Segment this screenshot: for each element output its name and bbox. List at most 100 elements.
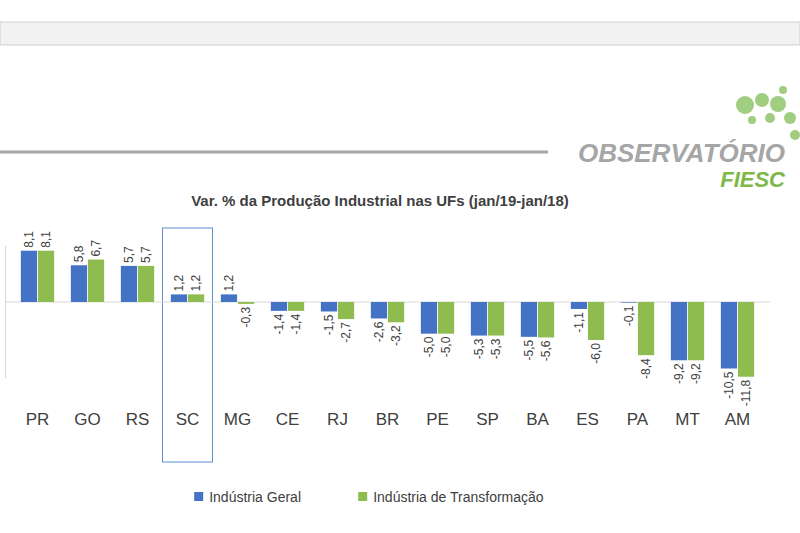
data-label: -0,1	[622, 305, 636, 326]
x-tick-label: PR	[26, 410, 50, 429]
logo-text: FIESC	[720, 167, 786, 192]
x-tick: RS	[126, 410, 150, 429]
data-label: -5,3	[472, 338, 486, 359]
x-tick: ES	[576, 410, 599, 429]
bar	[688, 302, 704, 360]
logo-text: OBSERVATÓRIO	[578, 138, 785, 168]
bar	[621, 302, 637, 304]
x-tick-label: SP	[476, 410, 499, 429]
bar	[471, 302, 487, 336]
x-tick: MT	[675, 410, 700, 429]
x-tick-label: ES	[576, 410, 599, 429]
data-label: -5,0	[439, 336, 453, 357]
data-label: -3,2	[389, 325, 403, 346]
y-axis	[5, 246, 7, 379]
x-tick-label: SC	[176, 410, 200, 429]
x-tick: GO	[74, 410, 100, 429]
bar	[271, 302, 287, 311]
data-label: -5,5	[522, 340, 536, 361]
data-labels: 8,15,85,71,21,2-1,4-1,5-2,6-5,0-5,3-5,5-…	[22, 231, 753, 407]
x-tick-label: PE	[426, 410, 449, 429]
bar	[521, 302, 537, 337]
x-tick-label: BA	[526, 410, 549, 429]
bar	[421, 302, 437, 334]
data-label: -0,3	[239, 307, 253, 328]
x-tick: SC	[176, 410, 200, 429]
bar	[638, 302, 654, 355]
bar	[88, 260, 104, 302]
data-label: 1,2	[222, 274, 236, 291]
bar	[388, 302, 404, 322]
bar	[288, 302, 304, 311]
data-label: -6,0	[589, 343, 603, 364]
x-tick: PE	[426, 410, 449, 429]
data-label: -1,4	[272, 314, 286, 335]
bar	[38, 251, 54, 302]
x-tick-label: MG	[224, 410, 251, 429]
x-tick-label: PA	[627, 410, 649, 429]
data-label: 6,7	[89, 240, 103, 257]
x-tick: BA	[526, 410, 549, 429]
bar	[238, 302, 254, 304]
bar	[438, 302, 454, 334]
bar	[738, 302, 754, 377]
grid-line	[5, 302, 770, 303]
legend-label: Indústria Geral	[209, 489, 301, 505]
data-label: -5,0	[422, 336, 436, 357]
bar	[71, 265, 87, 302]
bar	[188, 294, 204, 302]
data-label: 5,7	[122, 246, 136, 263]
highlight-box	[163, 228, 213, 462]
legend-label: Indústria de Transformação	[373, 489, 544, 505]
x-tick: RJ	[327, 410, 348, 429]
title: Var. % da Produção Industrial nas UFs (j…	[191, 192, 569, 209]
data-label: -1,5	[322, 314, 336, 335]
data-label: -2,6	[372, 321, 386, 342]
legend-swatch	[194, 492, 203, 501]
bar	[221, 294, 237, 302]
bar	[371, 302, 387, 318]
data-label: -9,2	[672, 363, 686, 384]
data-label: 5,8	[72, 245, 86, 262]
logo-dot	[736, 96, 754, 114]
bar	[488, 302, 504, 336]
bar	[21, 251, 37, 302]
chart: OBSERVATÓRIOFIESC Var. % da Produção Indu…	[0, 0, 800, 533]
data-label: -10,5	[722, 371, 736, 399]
x-tick-label: RS	[126, 410, 150, 429]
logo-dot	[765, 113, 775, 123]
bar	[321, 302, 337, 312]
x-tick-label: AM	[725, 410, 751, 429]
data-label: -11,8	[739, 379, 753, 406]
legend-swatch	[358, 492, 367, 501]
x-tick: SP	[476, 410, 499, 429]
bar	[671, 302, 687, 360]
x-tick: AM	[725, 410, 751, 429]
logo-dot	[790, 130, 800, 140]
x-tick: PA	[627, 410, 649, 429]
bar	[571, 302, 587, 309]
bar	[121, 266, 137, 302]
bar	[338, 302, 354, 319]
bar	[721, 302, 737, 369]
data-label: -1,1	[572, 312, 586, 333]
logo-dot	[748, 116, 756, 124]
bar	[588, 302, 604, 340]
x-tick: PR	[26, 410, 50, 429]
data-label: 1,2	[172, 274, 186, 291]
data-label: -8,4	[639, 358, 653, 379]
header-rule	[0, 151, 548, 154]
data-label: -9,2	[689, 363, 703, 384]
x-tick-label: GO	[74, 410, 100, 429]
data-label: 1,2	[189, 274, 203, 291]
data-label: -5,6	[539, 340, 553, 361]
data-label: 5,7	[139, 246, 153, 263]
bars	[21, 251, 754, 377]
bar	[138, 266, 154, 302]
data-label: -1,4	[289, 314, 303, 335]
data-label: -2,7	[339, 322, 353, 343]
logo-dot	[770, 96, 786, 112]
x-tick-label: BR	[376, 410, 400, 429]
bar	[538, 302, 554, 337]
x-tick: BR	[376, 410, 400, 429]
